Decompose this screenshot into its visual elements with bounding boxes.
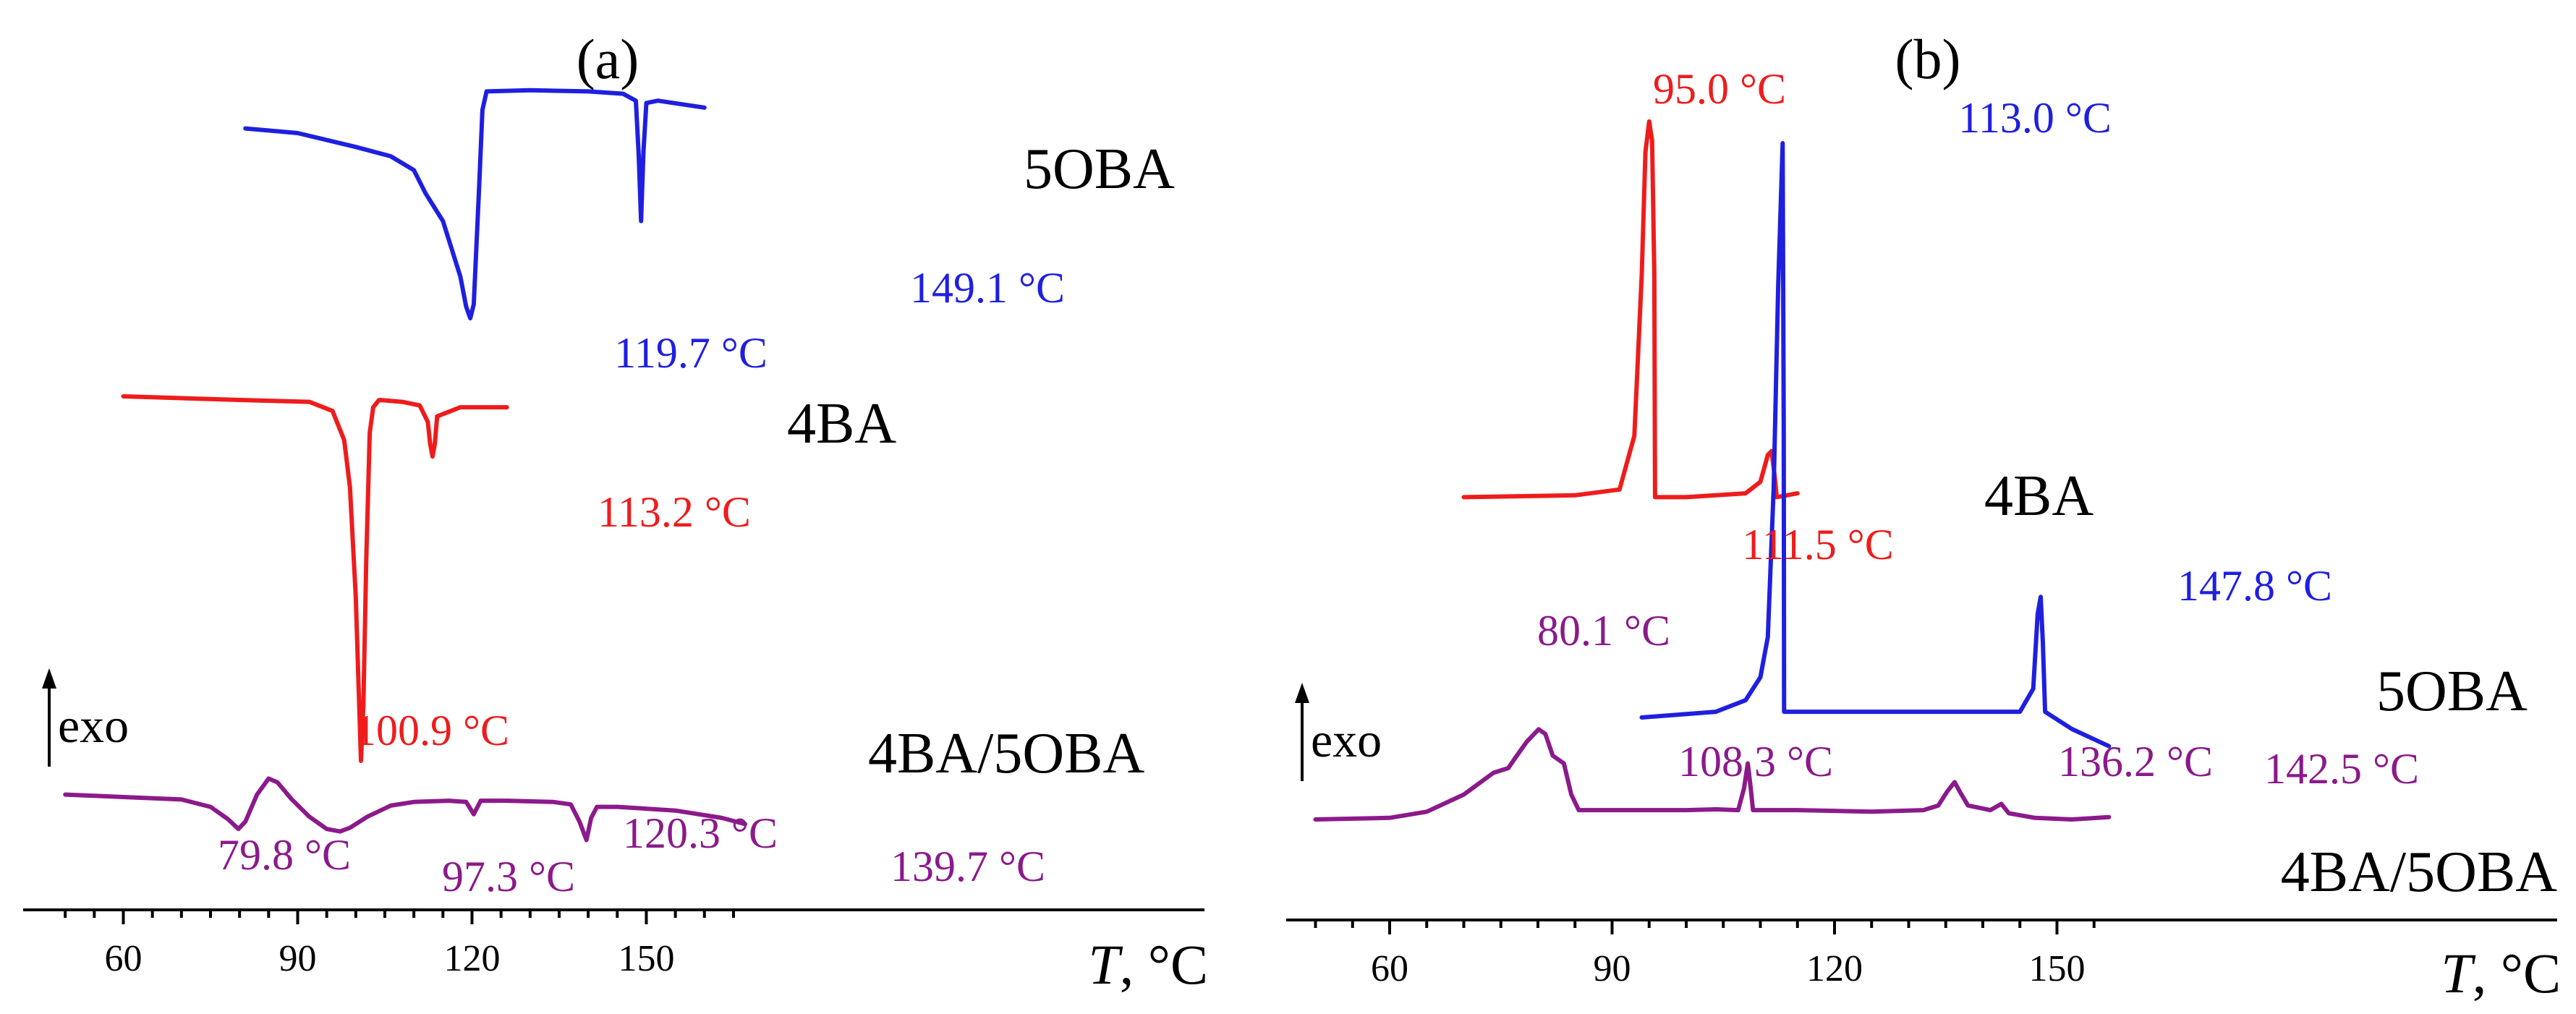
- panel-a-annotation-5oba-149-1: 149.1 °C: [910, 264, 1065, 312]
- panel-a-annotation-mix-139-7: 139.7 °C: [890, 843, 1045, 890]
- panel-a-series-4ba-5oba-line: [63, 776, 747, 843]
- svg-text:T, °C: T, °C: [1088, 933, 1208, 996]
- panel-b-series-label-5oba: 5OBA: [2376, 660, 2528, 723]
- panel-b-annotation-mix-142-5: 142.5 °C: [2264, 745, 2419, 793]
- panel-b-tick-label-120: 120: [1806, 948, 1863, 989]
- panel-a-annotation-4ba-113-2: 113.2 °C: [598, 488, 751, 536]
- panel-b-series-5oba-line: [1639, 141, 2112, 749]
- panel-b-x-axis-title: T, °C: [2441, 942, 2561, 1005]
- panel-a-annotation-mix-97-3: 97.3 °C: [442, 853, 575, 900]
- panel-a-series-label-4ba-5oba: 4BA/5OBA: [868, 722, 1144, 785]
- panel-b-series-label-4ba-5oba: 4BA/5OBA: [2281, 840, 2557, 904]
- panel-b-annotation-5oba-147-8: 147.8 °C: [2177, 562, 2332, 610]
- panel-b-annotation-4ba-95-0: 95.0 °C: [1653, 65, 1786, 113]
- panel-b-exo-label: exo: [1311, 712, 1382, 767]
- panel-a-series-5oba-line: [243, 88, 707, 320]
- panel-b-annotation-5oba-113-0: 113.0 °C: [1958, 94, 2112, 142]
- panel-b-tick-label-60: 60: [1371, 948, 1408, 989]
- panel-a-tick-label-120: 120: [443, 938, 500, 979]
- panel-a-exo-arrowhead-icon: [42, 668, 56, 689]
- panel-b-x-axis-variable: T: [2441, 942, 2475, 1005]
- panel-a-series-label-5oba: 5OBA: [1024, 137, 1175, 201]
- panel-a-x-axis-unit: , °C: [1120, 933, 1208, 996]
- panel-b-exo-arrowhead-icon: [1295, 683, 1309, 703]
- panel-a-tick-label-150: 150: [618, 938, 674, 979]
- panel-a-exo-indicator: exo: [42, 668, 129, 767]
- panel-b-label: (b): [1895, 27, 1961, 90]
- panel-b-annotation-mix-108-3: 108.3 °C: [1678, 738, 1833, 785]
- panel-b-tick-label-90: 90: [1594, 948, 1631, 989]
- panel-a-x-axis-title: T, °C: [1088, 933, 1208, 996]
- panel-a-exo-label: exo: [58, 698, 129, 753]
- panel-a-label: (a): [577, 27, 639, 90]
- svg-text:T, °C: T, °C: [2441, 942, 2561, 1005]
- panel-b-tick-label-150: 150: [2029, 948, 2086, 989]
- panel-a-annotation-4ba-100-9: 100.9 °C: [354, 707, 509, 754]
- panel-b-series-4ba-line: [1461, 119, 1800, 500]
- panel-b-series-label-4ba: 4BA: [1984, 464, 2093, 528]
- panel-a-x-axis-variable: T: [1088, 933, 1123, 996]
- panel-b-tick-marks: 60 90 120 150: [1314, 920, 2096, 989]
- panel-b-annotation-mix-80-1: 80.1 °C: [1537, 607, 1670, 655]
- panel-b-x-axis-unit: , °C: [2473, 942, 2561, 1005]
- panel-a-series-4ba-line: [121, 394, 509, 763]
- panel-a-tick-label-60: 60: [105, 938, 143, 979]
- panel-b-annotation-4ba-111-5: 111.5 °C: [1742, 521, 1894, 568]
- panel-a-series-label-4ba: 4BA: [787, 392, 896, 456]
- panel-b-annotation-mix-136-2: 136.2 °C: [2058, 738, 2213, 785]
- panel-a-annotation-mix-79-8: 79.8 °C: [218, 831, 351, 879]
- panel-a: (a) 60 90 120 150 T, °C exo 5OBA 4BA 4BA/5O…: [23, 27, 1208, 996]
- panel-a-tick-marks: 60 90 120 150: [64, 910, 735, 979]
- panel-a-tick-label-90: 90: [279, 938, 316, 979]
- panel-b-series-4ba-5oba-line: [1313, 727, 2112, 822]
- panel-a-annotation-5oba-119-7: 119.7 °C: [614, 329, 768, 377]
- panel-b: (b) 60 90 120 150 T, °C exo 4BA 5OBA 4BA/5O…: [1286, 27, 2561, 1005]
- panel-a-annotation-mix-120-3: 120.3 °C: [623, 809, 778, 857]
- panel-b-exo-indicator: exo: [1295, 683, 1382, 781]
